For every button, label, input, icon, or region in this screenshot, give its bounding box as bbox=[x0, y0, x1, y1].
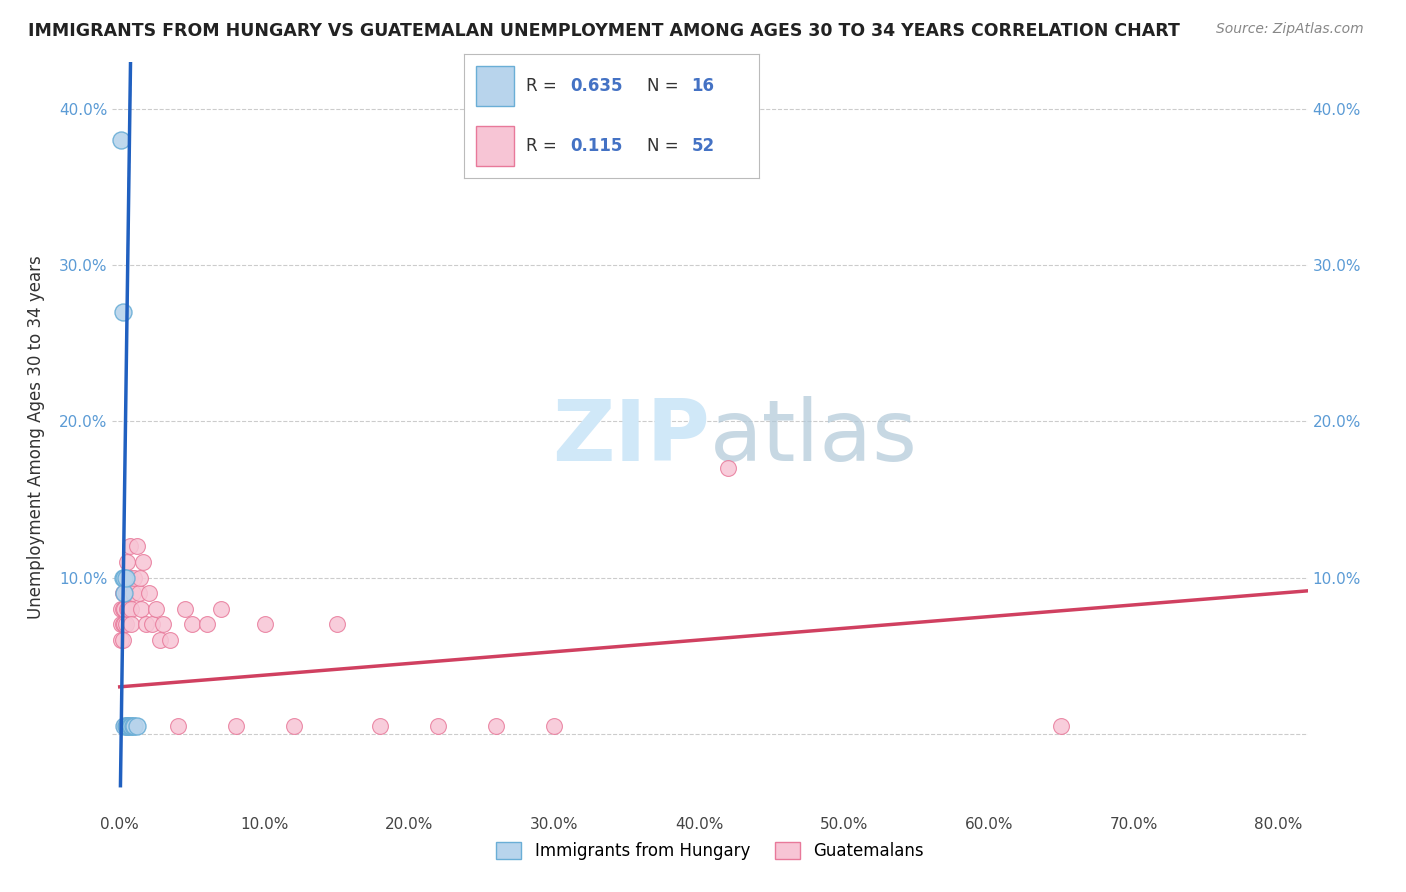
Point bbox=[128, 586, 150, 600]
Point bbox=[283, 719, 305, 733]
Point bbox=[135, 617, 157, 632]
Point bbox=[117, 601, 139, 615]
Point bbox=[1050, 719, 1073, 733]
Point bbox=[114, 571, 136, 585]
Text: ZIP: ZIP bbox=[553, 395, 710, 479]
Point bbox=[115, 719, 138, 733]
Point bbox=[110, 633, 132, 648]
Text: atlas: atlas bbox=[710, 395, 918, 479]
Point bbox=[209, 601, 232, 615]
Point bbox=[114, 571, 136, 585]
Point bbox=[121, 586, 143, 600]
Point bbox=[118, 571, 141, 585]
Text: 16: 16 bbox=[692, 77, 714, 95]
Point bbox=[120, 617, 142, 632]
Y-axis label: Unemployment Among Ages 30 to 34 years: Unemployment Among Ages 30 to 34 years bbox=[27, 255, 45, 619]
Point bbox=[110, 617, 132, 632]
Point bbox=[114, 586, 136, 600]
Point bbox=[110, 133, 132, 147]
Text: IMMIGRANTS FROM HUNGARY VS GUATEMALAN UNEMPLOYMENT AMONG AGES 30 TO 34 YEARS COR: IMMIGRANTS FROM HUNGARY VS GUATEMALAN UN… bbox=[28, 22, 1180, 40]
Text: 0.635: 0.635 bbox=[571, 77, 623, 95]
Point bbox=[127, 539, 149, 553]
Point bbox=[111, 586, 134, 600]
Text: Source: ZipAtlas.com: Source: ZipAtlas.com bbox=[1216, 22, 1364, 37]
Point bbox=[112, 586, 135, 600]
Text: R =: R = bbox=[526, 77, 562, 95]
Point bbox=[141, 617, 163, 632]
Point bbox=[117, 571, 139, 585]
Point bbox=[112, 617, 135, 632]
Point bbox=[118, 719, 141, 733]
Point bbox=[427, 719, 450, 733]
Point bbox=[111, 601, 134, 615]
Point bbox=[111, 305, 134, 319]
Point bbox=[138, 586, 160, 600]
Point bbox=[326, 617, 349, 632]
Point bbox=[152, 617, 174, 632]
Point bbox=[112, 601, 135, 615]
Point bbox=[225, 719, 247, 733]
Text: N =: N = bbox=[647, 137, 683, 155]
Point bbox=[127, 719, 149, 733]
Point bbox=[253, 617, 276, 632]
Point bbox=[181, 617, 204, 632]
Point bbox=[195, 617, 218, 632]
Point bbox=[166, 719, 188, 733]
Point bbox=[114, 617, 136, 632]
Point bbox=[159, 633, 181, 648]
Point bbox=[110, 601, 132, 615]
Text: 0.115: 0.115 bbox=[571, 137, 623, 155]
Point bbox=[122, 719, 145, 733]
FancyBboxPatch shape bbox=[475, 126, 515, 166]
Point bbox=[145, 601, 167, 615]
Point bbox=[112, 586, 135, 600]
Point bbox=[118, 539, 141, 553]
Point bbox=[115, 719, 138, 733]
Point bbox=[149, 633, 172, 648]
Point bbox=[112, 571, 135, 585]
FancyBboxPatch shape bbox=[475, 66, 515, 106]
Point bbox=[129, 571, 152, 585]
Point bbox=[111, 617, 134, 632]
Point bbox=[370, 719, 392, 733]
Text: 52: 52 bbox=[692, 137, 714, 155]
Point bbox=[120, 601, 142, 615]
Point bbox=[111, 571, 134, 585]
Point bbox=[114, 719, 136, 733]
Point bbox=[111, 633, 134, 648]
Point bbox=[132, 555, 155, 569]
Point bbox=[115, 601, 138, 615]
Point bbox=[121, 719, 143, 733]
Point bbox=[174, 601, 197, 615]
Point bbox=[717, 461, 740, 475]
Point bbox=[131, 601, 153, 615]
Point bbox=[120, 719, 142, 733]
Point bbox=[543, 719, 565, 733]
Text: R =: R = bbox=[526, 137, 562, 155]
Text: N =: N = bbox=[647, 77, 683, 95]
Point bbox=[115, 719, 138, 733]
Point bbox=[122, 571, 145, 585]
Point bbox=[485, 719, 508, 733]
Point bbox=[112, 719, 135, 733]
Point bbox=[117, 719, 139, 733]
Point bbox=[112, 719, 135, 733]
Point bbox=[115, 555, 138, 569]
Legend: Immigrants from Hungary, Guatemalans: Immigrants from Hungary, Guatemalans bbox=[489, 836, 931, 867]
